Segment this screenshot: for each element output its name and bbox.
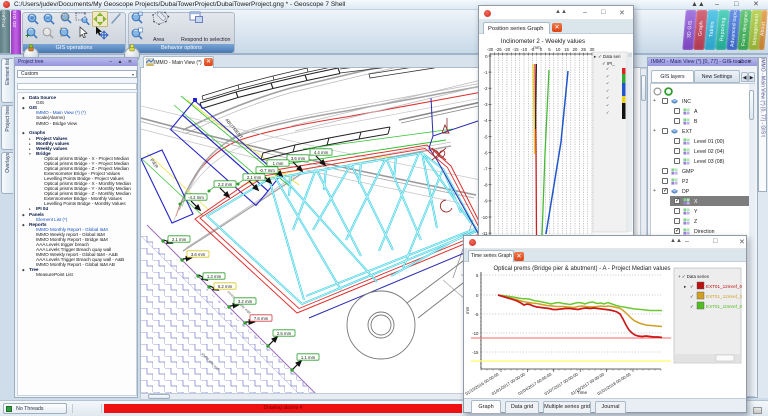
svg-text:3.6 mm: 3.6 mm xyxy=(191,252,206,257)
svg-text:EXT01_12mref_0: EXT01_12mref_0 xyxy=(706,284,742,289)
svg-text:▸: ▸ xyxy=(594,54,596,59)
svg-text:-5: -5 xyxy=(475,312,479,317)
svg-text:-25: -25 xyxy=(495,47,502,52)
svg-text:mm: mm xyxy=(533,45,541,50)
svg-text:-2: -2 xyxy=(484,86,488,91)
svg-text:4.4 mm: 4.4 mm xyxy=(314,150,329,155)
svg-text:-7: -7 xyxy=(484,167,488,172)
svg-text:✓ IPI_: ✓ IPI_ xyxy=(602,61,615,66)
svg-text:Time: Time xyxy=(577,390,587,395)
svg-text:✓: ✓ xyxy=(606,66,610,71)
svg-text:-30: -30 xyxy=(487,47,494,52)
svg-text:-9: -9 xyxy=(484,199,488,204)
svg-text:0: 0 xyxy=(485,54,488,59)
svg-text:30: 30 xyxy=(590,47,595,52)
svg-text:✓: ✓ xyxy=(606,73,610,78)
svg-text:1.3 mm: 1.3 mm xyxy=(207,274,222,279)
svg-text:-10: -10 xyxy=(472,331,479,336)
svg-text:PIER: PIER xyxy=(149,158,160,170)
svg-text:-1: -1 xyxy=(484,70,488,75)
svg-text:-11: -11 xyxy=(482,231,489,236)
svg-text:3.6 mm: 3.6 mm xyxy=(291,156,306,161)
svg-text:-5: -5 xyxy=(531,47,535,52)
svg-text:Optical prems (Bridge pier & a: Optical prems (Bridge pier & abutment) -… xyxy=(493,266,670,272)
svg-text:✓: ✓ xyxy=(690,294,694,299)
svg-text:0: 0 xyxy=(540,47,543,52)
svg-text:1 mm: 1 mm xyxy=(273,161,284,166)
svg-text:20: 20 xyxy=(573,47,578,52)
svg-text:1.1 mm: 1.1 mm xyxy=(301,355,316,360)
svg-text:25: 25 xyxy=(581,47,586,52)
svg-text:EXT01_12mref_3: EXT01_12mref_3 xyxy=(706,294,742,299)
svg-text:2.1 mm: 2.1 mm xyxy=(172,237,187,242)
svg-text:0: 0 xyxy=(476,293,479,298)
svg-text:-10: -10 xyxy=(481,215,488,220)
svg-text:✓: ✓ xyxy=(690,304,694,309)
svg-text:✓ Data seri: ✓ Data seri xyxy=(598,54,620,59)
svg-text:-3: -3 xyxy=(484,102,488,107)
svg-text:5: 5 xyxy=(476,273,479,278)
svg-text:10: 10 xyxy=(556,47,561,52)
svg-text:✓: ✓ xyxy=(606,110,610,115)
svg-text:-8: -8 xyxy=(484,183,488,188)
svg-text:▸: ▸ xyxy=(684,284,686,289)
svg-text:-4: -4 xyxy=(484,118,488,123)
svg-text:mm: mm xyxy=(465,306,470,314)
svg-text:7.6 mm: 7.6 mm xyxy=(254,316,269,321)
svg-text:-0.7 mm: -0.7 mm xyxy=(259,168,275,173)
svg-text:✓: ✓ xyxy=(606,95,610,100)
svg-text:-20: -20 xyxy=(504,47,511,52)
svg-text:✓: ✓ xyxy=(690,284,694,289)
svg-text:2.2 mm: 2.2 mm xyxy=(218,182,233,187)
svg-text:✓: ✓ xyxy=(606,88,610,93)
svg-text:-15: -15 xyxy=(472,350,479,355)
svg-text:15: 15 xyxy=(564,47,569,52)
svg-text:-10: -10 xyxy=(521,47,528,52)
svg-text:✓: ✓ xyxy=(606,81,610,86)
svg-text:3.2 mm: 3.2 mm xyxy=(238,299,253,304)
svg-text:2.1 mm: 2.1 mm xyxy=(247,175,262,180)
svg-text:5: 5 xyxy=(548,47,551,52)
svg-text:-4.2 mm: -4.2 mm xyxy=(188,195,204,200)
svg-text:-15: -15 xyxy=(512,47,519,52)
svg-text:-6: -6 xyxy=(484,150,488,155)
svg-text:2.5 mm: 2.5 mm xyxy=(277,331,292,336)
svg-text:EXT01_10mref_0: EXT01_10mref_0 xyxy=(706,304,742,309)
svg-text:5.2 mm: 5.2 mm xyxy=(218,284,233,289)
svg-text:-5: -5 xyxy=(484,134,488,139)
svg-text:Inclinometer 2 - Weekly values: Inclinometer 2 - Weekly values xyxy=(501,38,585,45)
svg-text:✓: ✓ xyxy=(606,103,610,108)
svg-text:+ ✓ Data series: + ✓ Data series xyxy=(678,274,710,279)
